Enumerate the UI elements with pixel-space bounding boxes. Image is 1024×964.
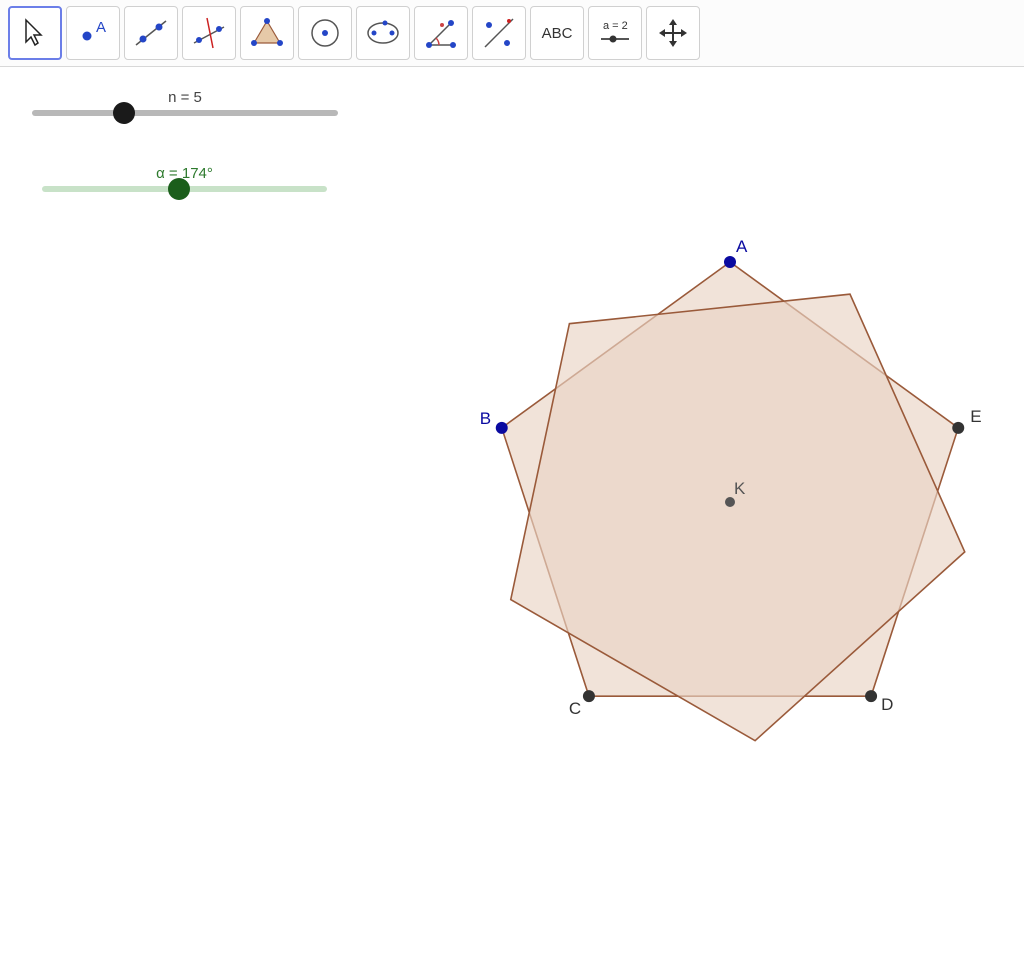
circle-icon bbox=[305, 13, 345, 53]
label-D: D bbox=[881, 695, 893, 714]
pan-icon bbox=[655, 15, 691, 51]
geometry-canvas: K A B C D E bbox=[0, 67, 1024, 963]
angle-tool[interactable] bbox=[414, 6, 468, 60]
move-tool[interactable] bbox=[8, 6, 62, 60]
label-A: A bbox=[736, 237, 748, 256]
point-A[interactable] bbox=[724, 256, 736, 268]
label-B: B bbox=[480, 409, 491, 428]
cursor-icon bbox=[18, 16, 52, 50]
point-E[interactable] bbox=[952, 422, 964, 434]
reflect-icon bbox=[479, 13, 519, 53]
graphics-view[interactable]: n = 5 α = 174° KABCDE bbox=[0, 67, 1024, 963]
angle-icon bbox=[421, 13, 461, 53]
toolbar: A bbox=[0, 0, 1024, 67]
perpendicular-tool[interactable] bbox=[182, 6, 236, 60]
svg-text:A: A bbox=[96, 19, 106, 36]
polygon-tool[interactable] bbox=[240, 6, 294, 60]
text-tool-label: ABC bbox=[542, 25, 573, 42]
point-tool[interactable]: A bbox=[66, 6, 120, 60]
slider-tool[interactable]: a = 2 bbox=[588, 6, 642, 60]
perpendicular-icon bbox=[189, 13, 229, 53]
label-E: E bbox=[970, 407, 981, 426]
point-C[interactable] bbox=[583, 690, 595, 702]
line-tool[interactable] bbox=[124, 6, 178, 60]
svg-text:a = 2: a = 2 bbox=[603, 20, 628, 32]
label-K: K bbox=[734, 479, 746, 498]
line-icon bbox=[131, 13, 171, 53]
ellipse-icon bbox=[363, 13, 403, 53]
move-graphics-tool[interactable] bbox=[646, 6, 700, 60]
point-K[interactable] bbox=[725, 497, 735, 507]
text-tool[interactable]: ABC bbox=[530, 6, 584, 60]
label-C: C bbox=[569, 699, 581, 718]
polygon-icon bbox=[247, 13, 287, 53]
point-B[interactable] bbox=[496, 422, 508, 434]
slider-icon: a = 2 bbox=[593, 13, 637, 53]
ellipse-tool[interactable] bbox=[356, 6, 410, 60]
point-icon: A bbox=[73, 16, 113, 50]
circle-tool[interactable] bbox=[298, 6, 352, 60]
reflect-tool[interactable] bbox=[472, 6, 526, 60]
point-D[interactable] bbox=[865, 690, 877, 702]
